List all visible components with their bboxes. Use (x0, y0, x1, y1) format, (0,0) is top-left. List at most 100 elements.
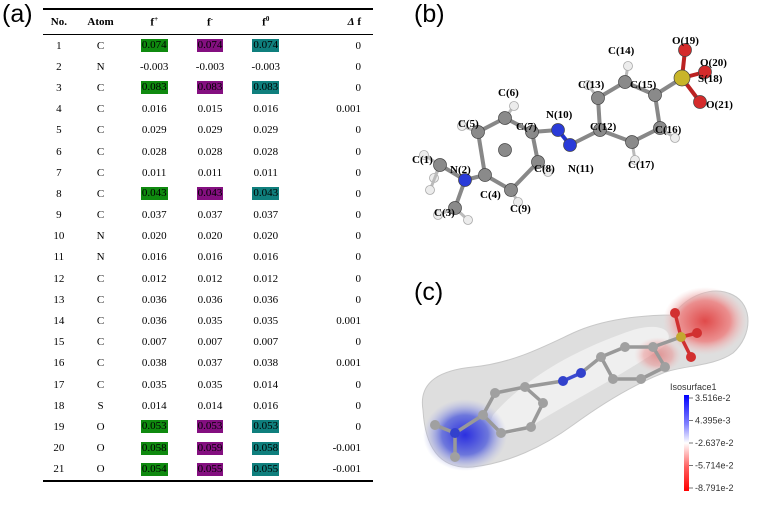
cell-delta-f: 0 (355, 420, 362, 433)
cell-fplus: 0.016 (141, 251, 167, 264)
cell-delta-f: 0 (355, 293, 362, 306)
cell-fminus: 0.011 (197, 166, 223, 179)
esp-atom (478, 410, 488, 420)
cell-delta-f: 0 (355, 378, 362, 391)
cell-atom: S (97, 399, 104, 412)
cell-delta-f: 0 (355, 81, 362, 94)
cell-atom: N (96, 251, 105, 264)
molecule-structure: C(1) N(2) C(3) C(4) C(5) C(6) C(7) C(8) C(9) N(10… (412, 35, 733, 225)
cell-fplus: 0.029 (141, 124, 167, 137)
highlight-green: 0.058 (140, 441, 168, 455)
cell-fzero: 0.012 (253, 272, 279, 285)
panel-label-c: (c) (414, 278, 444, 306)
cell-fplus: 0.083 (126, 77, 182, 98)
cell-no: 11 (53, 251, 65, 264)
esp-legend-value: -8.791e-2 (695, 483, 734, 493)
highlight-teal: 0.074 (252, 39, 280, 53)
cell-fminus: 0.012 (197, 272, 223, 285)
atom-c9 (504, 183, 518, 197)
cell-fplus: 0.036 (141, 293, 167, 306)
header-atom: Atom (74, 8, 127, 35)
esp-color-bar (684, 395, 689, 491)
cell-fzero: 0.038 (253, 357, 279, 370)
atom-n10 (551, 123, 565, 137)
cell-fplus: 0.035 (141, 378, 167, 391)
atom-label-c16: C(16) (655, 124, 682, 136)
cell-no: 14 (53, 315, 65, 328)
cell-fplus: 0.038 (141, 357, 167, 370)
cell-fzero: 0.020 (253, 230, 279, 243)
table-header-row: No. Atom f+ f- f0 Δ f (43, 8, 373, 35)
cell-no: 4 (56, 103, 62, 116)
cell-fminus: 0.083 (182, 77, 238, 98)
esp-atom (496, 428, 506, 438)
highlight-purple: 0.074 (196, 39, 224, 53)
cell-delta-f: 0.001 (336, 357, 361, 370)
cell-fzero: 0.007 (253, 336, 279, 349)
cell-fminus: 0.035 (197, 315, 223, 328)
header-delta-f: Δ f (293, 8, 373, 35)
table-row: 2 N -0.003 -0.003 -0.003 0 (43, 56, 373, 77)
table-row: 19 O 0.053 0.053 0.053 0 (43, 416, 373, 437)
table-row: 13 C 0.036 0.036 0.036 0 (43, 289, 373, 310)
esp-atom (648, 342, 658, 352)
cell-delta-f: -0.001 (332, 442, 361, 455)
cell-fzero: 0.074 (238, 35, 294, 57)
cell-fplus: 0.011 (142, 166, 167, 179)
cell-fzero: 0.036 (253, 293, 279, 306)
esp-legend-value: -5.714e-2 (695, 461, 734, 471)
cell-no: 16 (53, 357, 65, 370)
esp-bond (523, 379, 565, 389)
hydrogen-atom (630, 155, 640, 165)
atom-label-c14: C(14) (608, 45, 635, 57)
bond (476, 130, 487, 177)
cell-fplus: 0.043 (126, 183, 182, 204)
cell-fminus: 0.015 (197, 103, 223, 116)
hydrogen-atom (583, 80, 593, 90)
cell-delta-f: 0 (355, 399, 362, 412)
cell-fplus: 0.007 (141, 336, 167, 349)
esp-legend: Isosurface1 3.516e-2 4.395e-3 -2.637e-2 -5.… (670, 382, 734, 493)
cell-atom: C (96, 124, 105, 137)
esp-atom (636, 374, 646, 384)
cell-fminus: 0.035 (197, 378, 223, 391)
cell-delta-f: 0 (355, 230, 362, 243)
esp-atom (660, 362, 670, 372)
cell-fminus: 0.074 (182, 35, 238, 57)
atom-c4 (478, 168, 492, 182)
cell-fplus: 0.037 (141, 209, 167, 222)
cell-no: 3 (56, 81, 62, 94)
cell-delta-f: -0.001 (293, 458, 373, 482)
table-row: 9 C 0.037 0.037 0.037 0 (43, 205, 373, 226)
highlight-teal: 0.053 (252, 420, 280, 434)
atom-c7 (525, 125, 539, 139)
cell-fplus: 0.054 (126, 458, 183, 482)
cell-fminus: 0.029 (197, 124, 223, 137)
atom-n11 (563, 138, 577, 152)
atom-c17 (625, 135, 639, 149)
atom-label-o21: O(21) (706, 99, 733, 111)
atom-n2 (458, 173, 472, 187)
atom-label-c1: C(1) (412, 154, 433, 166)
atom-label-c5: C(5) (458, 118, 479, 130)
cell-fminus: 0.059 (182, 438, 238, 459)
hydrogen-atom (543, 167, 553, 177)
table-row: 20 O 0.058 0.059 0.058 -0.001 (43, 438, 373, 459)
fukui-table: No. Atom f+ f- f0 Δ f 1 C 0.074 0.074 0.074 0… (43, 8, 373, 482)
cell-delta-f: 0 (355, 124, 362, 137)
cell-fplus: -0.003 (140, 60, 169, 73)
cell-fplus: 0.012 (141, 272, 167, 285)
highlight-teal: 0.058 (252, 441, 280, 455)
cell-atom: C (96, 272, 105, 285)
esp-legend-value: -2.637e-2 (695, 438, 734, 448)
cell-fplus: 0.074 (126, 35, 182, 57)
cell-no: 15 (53, 336, 65, 349)
cell-atom: C (96, 378, 105, 391)
cell-atom: O (96, 442, 105, 455)
table-row: 1 C 0.074 0.074 0.074 0 (43, 35, 373, 57)
cell-fminus: 0.028 (197, 145, 223, 158)
hydrogen-atom (623, 61, 633, 71)
cell-fminus: 0.037 (197, 209, 223, 222)
table-row: 4 C 0.016 0.015 0.016 0.001 (43, 99, 373, 120)
esp-atom (670, 308, 680, 318)
